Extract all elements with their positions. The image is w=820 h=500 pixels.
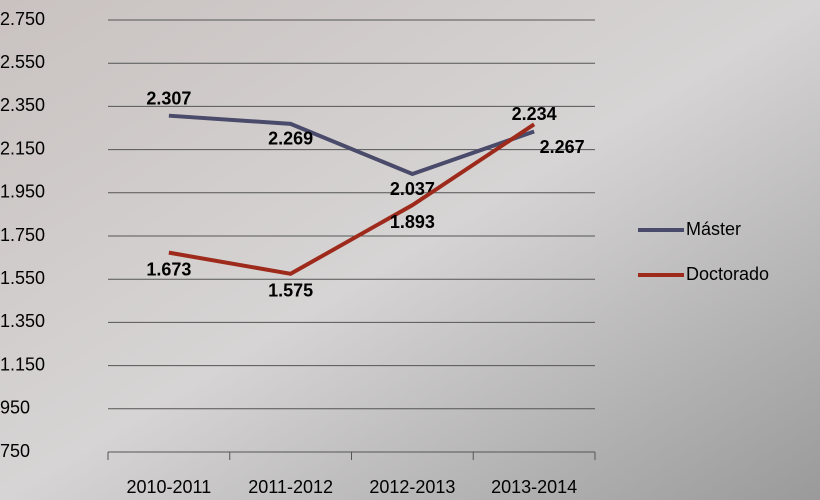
data-label: 1.575 [268, 281, 313, 301]
data-label: 2.234 [512, 104, 557, 124]
y-tick-label: 950 [0, 398, 30, 418]
data-label: 1.673 [146, 259, 191, 279]
line [168, 113, 535, 177]
x-tick-label: 2011-2012 [248, 477, 333, 497]
y-tick-label: 1.350 [0, 311, 45, 331]
x-tick-label: 2010-2011 [127, 477, 212, 497]
y-tick-label: 2.350 [0, 95, 45, 115]
x-tick-label: 2012-2013 [369, 477, 455, 497]
data-label: 2.267 [540, 137, 585, 157]
y-tick-label: 2.550 [0, 52, 45, 72]
y-tick-label: 750 [0, 441, 30, 461]
y-tick-label: 1.750 [0, 225, 45, 245]
y-tick-label: 1.150 [0, 354, 45, 374]
legend-label: Doctorado [686, 264, 769, 284]
y-tick-label: 2.150 [0, 138, 45, 158]
data-label: 2.269 [268, 129, 313, 149]
data-label: 2.037 [390, 179, 435, 199]
data-label: 2.307 [146, 88, 191, 108]
x-tick-label: 2013-2014 [491, 477, 577, 497]
data-label: 1.893 [390, 212, 435, 232]
y-tick-label: 1.950 [0, 182, 45, 202]
legend-label: Máster [686, 219, 741, 239]
line [168, 122, 536, 276]
y-tick-label: 1.550 [0, 268, 45, 288]
y-tick-label: 2.750 [0, 9, 45, 29]
